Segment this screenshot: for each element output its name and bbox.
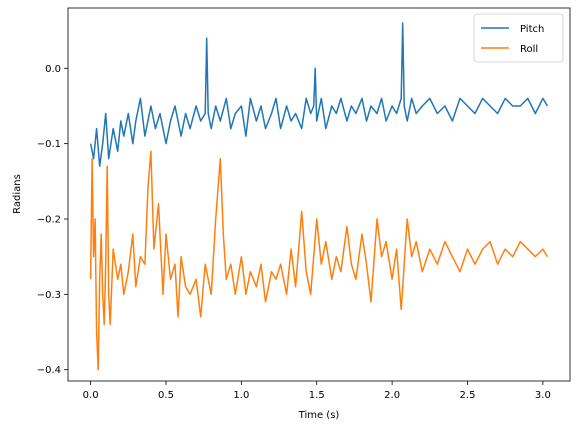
y-axis: 0.0 −0.1 −0.2 −0.3 −0.4 (37, 64, 68, 376)
legend: Pitch Roll (473, 13, 564, 63)
x-tick-label: 2.0 (384, 390, 400, 401)
series-line-roll (89, 150, 549, 371)
x-axis-label: Time (s) (298, 410, 340, 421)
x-tick-label: 1.0 (233, 390, 249, 401)
x-tick-label: 1.5 (309, 390, 325, 401)
x-tick-label: 2.5 (460, 390, 476, 401)
plot-frame (67, 7, 571, 382)
y-tick-label: −0.4 (37, 365, 61, 376)
y-axis-label: Radians (12, 174, 23, 214)
legend-label-pitch: Pitch (520, 24, 544, 35)
legend-label-roll: Roll (520, 44, 538, 55)
y-tick-label: 0.0 (45, 64, 61, 75)
series-line-pitch (89, 22, 549, 167)
y-tick-label: −0.3 (37, 290, 61, 301)
y-tick-label: −0.2 (37, 214, 61, 225)
x-tick-label: 0.0 (83, 390, 99, 401)
x-axis: 0.0 0.5 1.0 1.5 2.0 2.5 3.0 (83, 381, 551, 401)
plot-area (68, 8, 570, 381)
x-tick-label: 3.0 (535, 390, 551, 401)
legend-box (473, 13, 564, 63)
x-tick-label: 0.5 (158, 390, 174, 401)
y-tick-label: −0.1 (37, 139, 61, 150)
series-layer (89, 22, 549, 371)
